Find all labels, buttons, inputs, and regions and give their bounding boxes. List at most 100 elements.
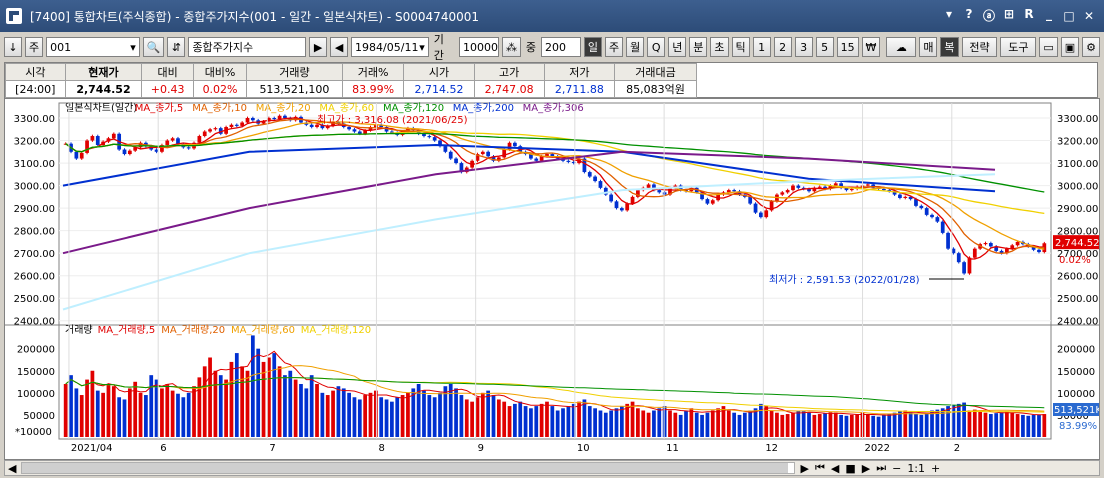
dropdown-icon[interactable]: ▾ bbox=[945, 7, 953, 21]
volume-bar bbox=[438, 392, 442, 437]
next-button[interactable]: ▶ bbox=[309, 37, 328, 57]
currency-button[interactable]: ₩ bbox=[861, 37, 881, 57]
stop-icon[interactable]: ■ bbox=[845, 461, 856, 475]
candle bbox=[261, 121, 266, 124]
ma-long-line bbox=[62, 143, 996, 193]
cloud-icon[interactable]: ☁ bbox=[886, 37, 917, 57]
candle bbox=[700, 192, 704, 200]
period-day[interactable]: 일 bbox=[583, 37, 603, 57]
date-input[interactable]: 1984/05/11 ▾ bbox=[351, 37, 429, 57]
volume-bar bbox=[293, 379, 298, 437]
play-icon[interactable]: ▶ bbox=[861, 461, 871, 475]
volume-bar bbox=[368, 392, 373, 437]
scroll-thumb[interactable] bbox=[22, 463, 789, 473]
period-second[interactable]: 초 bbox=[710, 37, 729, 57]
candle bbox=[887, 190, 892, 192]
period-minute[interactable]: 분 bbox=[689, 37, 708, 57]
volume-bar bbox=[807, 412, 811, 437]
zoom-out-icon[interactable]: − bbox=[892, 461, 902, 475]
price-legend-item: MA_종가,60 bbox=[319, 102, 374, 114]
candle bbox=[160, 145, 164, 152]
volume-bar bbox=[780, 414, 785, 437]
grid-icon[interactable]: ⊞ bbox=[1003, 7, 1015, 21]
multi-button[interactable]: 복 bbox=[940, 37, 959, 57]
zoom-ratio[interactable]: 1:1 bbox=[907, 461, 926, 475]
sort-icon[interactable]: ↓ bbox=[4, 37, 22, 57]
close-icon[interactable]: ✕ bbox=[1083, 9, 1095, 23]
scroll-right-icon[interactable]: ▶ bbox=[800, 461, 809, 475]
scroll-track[interactable] bbox=[21, 462, 796, 474]
candle bbox=[823, 186, 827, 189]
x-tick-label: 12 bbox=[765, 443, 778, 454]
volume-bar bbox=[716, 408, 720, 437]
chart-area[interactable]: 3300.00 3300.00 3200.00 3200.00 3100.00 3100.… bbox=[4, 98, 1100, 460]
period-year[interactable]: 년 bbox=[668, 37, 687, 57]
quote-panel: 시각 현재가 대비 대비% 거래량 거래% 시가 고가 저가 거래대금 [24:… bbox=[4, 62, 1098, 98]
volume-bar bbox=[69, 375, 73, 437]
interval-15[interactable]: 15 bbox=[836, 37, 859, 57]
chart-canvas[interactable]: 3300.00 3300.00 3200.00 3200.00 3100.00 3100.… bbox=[5, 99, 1099, 459]
horizontal-scrollbar[interactable]: ◀ ▶ ⏮ ◀ ■ ▶ ⏭ − 1:1 + bbox=[4, 460, 1100, 476]
link-icon[interactable]: ⁂ bbox=[501, 37, 521, 57]
help-icon[interactable]: ? bbox=[965, 7, 973, 21]
y-tick-right: 2400.00 bbox=[1057, 317, 1098, 328]
low-note: 최저가 : 2,591.53 (2022/01/28) bbox=[769, 274, 920, 286]
prev-button[interactable]: ◀ bbox=[330, 37, 349, 57]
settings-icon[interactable]: ⚙ bbox=[1082, 37, 1101, 57]
link-icon[interactable]: ⓐ bbox=[982, 9, 995, 23]
interval-1[interactable]: 1 bbox=[752, 37, 771, 57]
volume-bar bbox=[545, 401, 549, 437]
last-vol-label: 513,521K bbox=[1054, 405, 1099, 416]
volume-bar bbox=[721, 406, 726, 437]
scroll-left-icon[interactable]: ◀ bbox=[8, 461, 17, 475]
volume-bar bbox=[267, 357, 271, 437]
quote-volume: 513,521,100 bbox=[246, 80, 343, 98]
refresh-icon[interactable]: R bbox=[1024, 7, 1034, 21]
chevron-down-icon[interactable]: ▾ bbox=[419, 40, 425, 54]
candle bbox=[352, 129, 357, 132]
candle bbox=[882, 188, 886, 191]
period-month[interactable]: 월 bbox=[626, 37, 645, 57]
y-tick-right: 2900.00 bbox=[1057, 204, 1098, 215]
volume-bar bbox=[117, 397, 122, 437]
chevron-down-icon[interactable]: ▾ bbox=[130, 40, 136, 54]
interval-5[interactable]: 5 bbox=[815, 37, 834, 57]
candle bbox=[1037, 249, 1041, 253]
high-note: 최고가 : 3,316.08 (2021/06/25) bbox=[317, 114, 468, 126]
interval-2[interactable]: 2 bbox=[773, 37, 792, 57]
y-tick-right: 2800.00 bbox=[1057, 227, 1098, 238]
period-week[interactable]: 주 bbox=[605, 37, 624, 57]
save-icon[interactable]: ▣ bbox=[1060, 37, 1080, 57]
period-tick[interactable]: 틱 bbox=[731, 37, 750, 57]
volume-bar bbox=[181, 397, 186, 437]
volume-bar bbox=[914, 414, 918, 437]
volume-bar bbox=[561, 408, 565, 437]
folder-icon[interactable]: ▭ bbox=[1039, 37, 1058, 57]
back-icon[interactable]: ◀ bbox=[830, 461, 840, 475]
maximize-icon[interactable]: □ bbox=[1063, 9, 1075, 23]
candle bbox=[956, 253, 961, 263]
list-icon[interactable]: ⇵ bbox=[167, 37, 186, 57]
period-quarter[interactable]: Q bbox=[647, 37, 666, 57]
minimize-icon[interactable]: _ bbox=[1046, 7, 1052, 21]
period-input[interactable]: 10000 bbox=[458, 37, 499, 57]
last-icon[interactable]: ⏭ bbox=[876, 461, 887, 474]
volume-bar bbox=[459, 395, 464, 437]
stock-type-button[interactable]: 주 bbox=[25, 37, 44, 57]
tools-button[interactable]: 도구 bbox=[1000, 37, 1037, 57]
search-icon[interactable]: 🔍 bbox=[142, 37, 165, 57]
interval-3[interactable]: 3 bbox=[794, 37, 813, 57]
volume-bar bbox=[700, 414, 704, 437]
candle bbox=[154, 149, 159, 152]
count-input[interactable]: 200 bbox=[541, 37, 581, 57]
strategy-button[interactable]: 전략 bbox=[961, 37, 998, 57]
candle bbox=[277, 115, 282, 120]
name-field[interactable]: 종합주가지수 bbox=[188, 37, 307, 57]
candle bbox=[609, 194, 614, 202]
volume-bar bbox=[513, 403, 517, 437]
zoom-in-icon[interactable]: + bbox=[931, 461, 941, 475]
first-icon[interactable]: ⏮ bbox=[814, 461, 825, 474]
vol-tick-right: 150000 bbox=[1057, 367, 1095, 378]
trade-button[interactable]: 매 bbox=[919, 37, 938, 57]
code-input[interactable]: 001 ▾ bbox=[46, 37, 140, 57]
